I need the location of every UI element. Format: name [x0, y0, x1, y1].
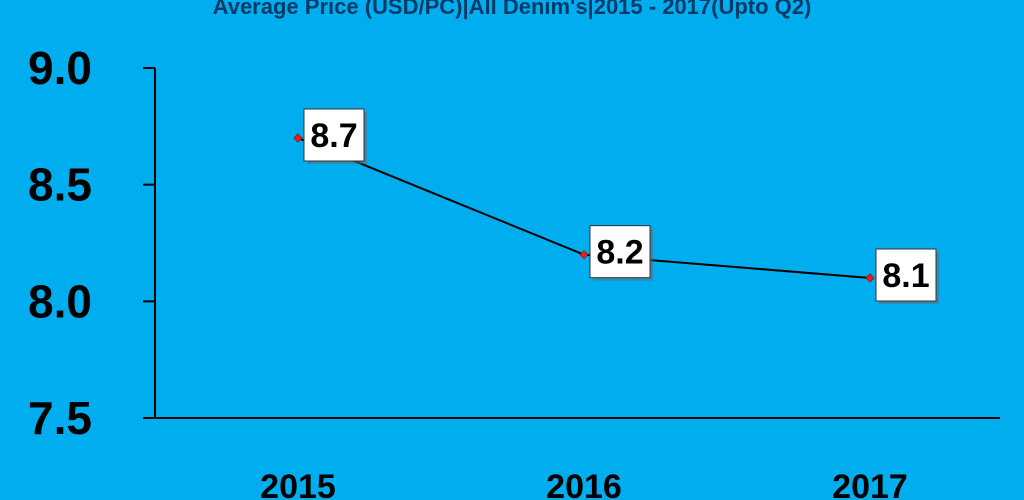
data-labels: 8.7 8.2 8.1	[303, 108, 939, 304]
data-label-box	[875, 248, 937, 302]
chart-title: Average Price (USD/PC)|All Denim's|2015 …	[213, 0, 812, 19]
y-tick-labels: 9.0 8.5 8.0 7.5	[28, 42, 92, 444]
y-tick-label: 7.5	[28, 392, 92, 444]
axes	[143, 67, 1000, 419]
series-line	[293, 133, 875, 283]
data-label-box	[589, 225, 651, 279]
y-tick-label: 8.5	[28, 159, 92, 211]
x-tick-label: 2015	[260, 468, 336, 500]
y-tick-label: 8.0	[28, 275, 92, 327]
data-point-marker	[293, 133, 303, 143]
x-tick-label: 2017	[832, 468, 908, 500]
x-tick-labels: 2015 2016 2017	[260, 468, 908, 500]
data-label-box	[303, 108, 365, 162]
y-tick-label: 9.0	[28, 42, 92, 94]
data-label: 8.1	[882, 257, 929, 295]
data-label: 8.7	[310, 117, 357, 155]
data-point-marker	[579, 250, 589, 260]
x-tick-label: 2016	[546, 468, 622, 500]
data-label: 8.2	[596, 234, 643, 272]
data-point-marker	[865, 273, 875, 283]
